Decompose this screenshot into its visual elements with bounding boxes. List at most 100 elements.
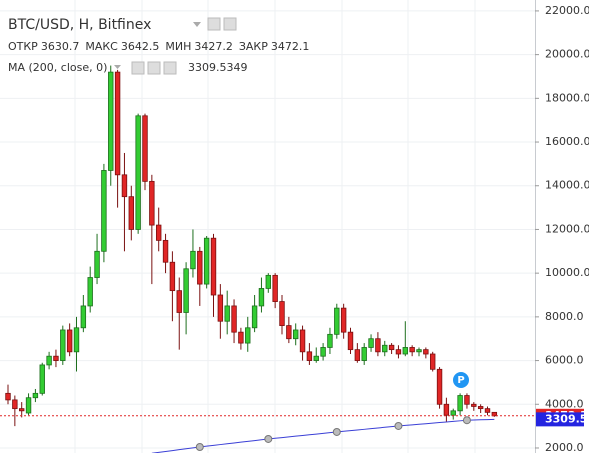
candle-body (292, 329, 299, 340)
candle-body (217, 294, 224, 322)
legend-value: 3642.5 (121, 40, 160, 53)
indicator-icon[interactable] (147, 61, 161, 75)
indicator-close[interactable] (163, 61, 177, 75)
legend-label: МАКС (85, 40, 118, 53)
candle-body (80, 305, 87, 329)
y-tick-label: 16000.0 (545, 135, 589, 148)
legend-value: 3427.2 (194, 40, 233, 53)
candle-body (238, 331, 244, 344)
candle-body (477, 406, 484, 410)
candle-body (73, 327, 80, 353)
legend-label: ОТКР (8, 40, 38, 53)
candle-body (368, 338, 374, 348)
candle-body (313, 355, 319, 361)
candle-body (5, 392, 11, 401)
candle-body (203, 237, 210, 285)
candle-body (210, 237, 217, 296)
candle-body (149, 180, 155, 226)
ohlc-legend: ОТКР 3630.7 МАКС 3642.5 МИН 3427.2 ЗАКР 3472.1 (8, 40, 309, 53)
candle-body (155, 224, 162, 241)
candle-body (183, 268, 189, 313)
candle-body (436, 368, 443, 405)
chart-title: BTC/USD, H, Bitfinex (8, 17, 151, 33)
candle-body (361, 347, 367, 361)
legend-value: 3630.7 (41, 40, 80, 53)
candle-body (320, 347, 326, 357)
legend-label: МИН (165, 40, 191, 53)
candle-body (409, 347, 415, 353)
candle-body (423, 349, 429, 355)
candle-body (32, 392, 39, 399)
candle-body (135, 115, 141, 230)
candle-body (108, 71, 114, 171)
ma-marker (462, 416, 471, 425)
y-tick-label: 6000.0 (545, 354, 584, 367)
y-tick-label: 22000.0 (545, 4, 589, 17)
candle-body (114, 71, 121, 176)
candle-body (354, 349, 361, 361)
indicator-icon[interactable] (131, 61, 145, 75)
candle-body (101, 170, 107, 252)
indicator-name: MA (200, close, 0) (8, 61, 107, 74)
settings-icon[interactable] (223, 17, 237, 31)
y-tick-label: 14000.0 (545, 179, 589, 192)
candle-body (169, 261, 176, 292)
ma-line (151, 418, 495, 453)
candle-body (457, 395, 463, 412)
y-tick-label: 4000.0 (545, 397, 584, 410)
candle-body (66, 329, 73, 353)
settings-icon[interactable] (207, 17, 221, 31)
vertical-grid (74, 0, 476, 453)
candle-body (128, 196, 134, 230)
y-tick-label: 10000.0 (545, 266, 589, 279)
candle-body (231, 305, 237, 333)
candle-body (347, 331, 354, 351)
candle-body (46, 355, 52, 366)
indicator-value: 3309.5349 (188, 61, 248, 74)
candle-body (224, 305, 230, 322)
candle-body (402, 347, 408, 355)
dropdown-arrow[interactable] (193, 22, 201, 27)
candle-body (491, 411, 498, 417)
candle-body (471, 403, 477, 407)
candle-body (429, 353, 436, 370)
dropdown-arrow[interactable] (114, 65, 121, 69)
candle-body (443, 403, 450, 416)
candle-body (299, 329, 306, 353)
candle-body (395, 349, 402, 355)
candle-body (272, 274, 278, 302)
candle-body (12, 399, 18, 410)
price-label-box (536, 412, 584, 427)
candle-body (39, 364, 45, 394)
candle-body (87, 277, 93, 307)
candle-body (94, 250, 100, 278)
ma-marker (195, 442, 204, 451)
candle-body (327, 333, 333, 348)
candle-body (162, 239, 169, 263)
candle-body (286, 325, 292, 340)
candle-body (375, 338, 381, 353)
candle-body (306, 351, 313, 361)
candle-body (416, 349, 422, 353)
y-tick-label: 20000.0 (545, 48, 589, 61)
candle-body (334, 307, 340, 335)
candle-body (121, 174, 128, 198)
y-tick-label: 8000.0 (545, 310, 584, 323)
candle-body (53, 355, 59, 361)
candle-body (265, 274, 271, 289)
candle-body (18, 408, 25, 412)
candle-body (382, 344, 388, 353)
badge-text: P (457, 375, 464, 386)
candle-body (251, 305, 258, 329)
candle-body (25, 397, 32, 414)
candle-body (176, 290, 182, 313)
candle-body (258, 288, 265, 307)
candle-body (142, 115, 148, 182)
badge-circle (453, 372, 469, 388)
y-tick-label: 12000.0 (545, 222, 589, 235)
legend-value: 3472.1 (271, 40, 310, 53)
candle-body (484, 408, 491, 413)
ma-marker (394, 421, 403, 430)
